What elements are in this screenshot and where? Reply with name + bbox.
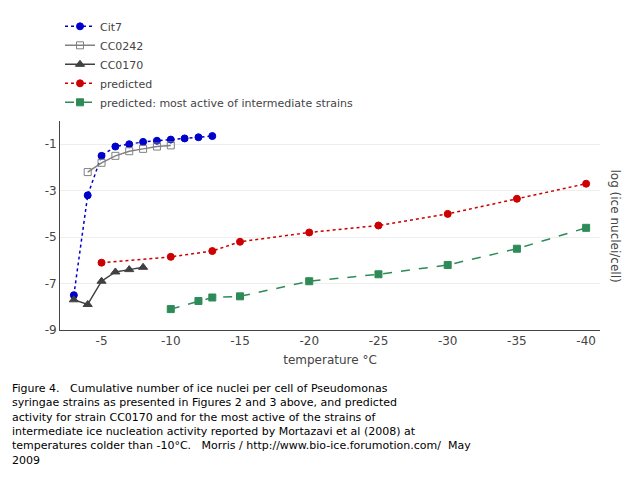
svg-text:-20: -20: [299, 334, 319, 348]
svg-text:log (ice nuclei/cell): log (ice nuclei/cell): [608, 170, 622, 283]
svg-text:-10: -10: [161, 334, 181, 348]
svg-text:CC0170: CC0170: [100, 59, 143, 72]
svg-text:-5: -5: [45, 230, 57, 244]
svg-text:Cit7: Cit7: [100, 21, 122, 34]
svg-text:-35: -35: [507, 334, 527, 348]
svg-text:temperature °C: temperature °C: [283, 353, 377, 367]
svg-text:-9: -9: [45, 323, 57, 337]
svg-text:predicted: most active of inte: predicted: most active of intermediate s…: [100, 97, 353, 110]
svg-text:-3: -3: [45, 184, 57, 198]
svg-text:-25: -25: [369, 334, 389, 348]
svg-text:-5: -5: [96, 334, 108, 348]
svg-text:-40: -40: [576, 334, 596, 348]
svg-text:Figure 4. Cumulative number: Figure 4. Cumulative number of ice nucle…: [12, 382, 471, 467]
svg-text:predicted: predicted: [100, 78, 152, 91]
svg-text:-30: -30: [438, 334, 458, 348]
svg-text:-7: -7: [45, 277, 57, 291]
svg-text:CC0242: CC0242: [100, 40, 143, 53]
svg-text:-15: -15: [230, 334, 250, 348]
svg-text:-1: -1: [45, 137, 57, 151]
